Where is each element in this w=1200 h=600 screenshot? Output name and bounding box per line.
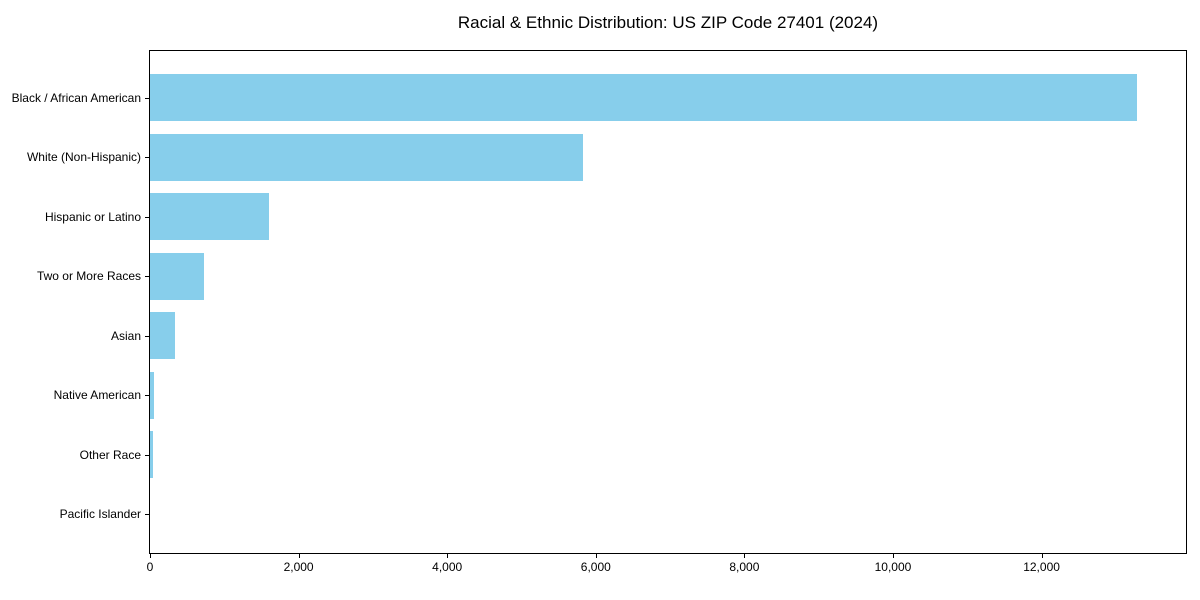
x-axis-tick-label: 4,000: [432, 560, 463, 574]
y-axis-label-two-or-more-races: Two or More Races: [36, 269, 141, 283]
x-axis-tick-label: 0: [146, 560, 154, 574]
x-axis-tick-label: 6,000: [580, 560, 611, 574]
bar-white-non-hispanic: [150, 133, 584, 181]
y-tick-mark: [145, 514, 149, 515]
y-axis-label-native-american: Native American: [53, 388, 141, 402]
bar-black-african-american: [150, 74, 1137, 121]
x-axis-tick-label: 12,000: [1023, 560, 1060, 574]
x-tick-mark: [1041, 554, 1043, 558]
x-tick-mark: [447, 554, 449, 558]
x-axis-tick-label: 2,000: [283, 560, 314, 574]
y-axis-label-white-non-hispanic: White (Non-Hispanic): [26, 150, 141, 164]
y-tick-mark: [145, 335, 149, 337]
y-tick-mark: [145, 216, 149, 218]
bar-hispanic-or-latino: [150, 193, 269, 240]
x-tick-mark: [744, 554, 746, 558]
y-tick-mark: [145, 276, 149, 277]
x-tick-mark: [298, 554, 300, 558]
chart-title: Racial & Ethnic Distribution: US ZIP Cod…: [457, 13, 879, 32]
y-axis-label-other-race: Other Race: [79, 447, 141, 462]
y-tick-mark: [145, 157, 149, 158]
x-axis-tick-label: 10,000: [874, 560, 912, 574]
bar-two-or-more-races: [150, 252, 205, 300]
y-tick-mark: [145, 395, 149, 396]
plot-area: [149, 50, 1187, 554]
y-tick-mark: [145, 97, 149, 99]
y-tick-mark: [145, 454, 149, 456]
bar-asian: [150, 312, 176, 359]
y-axis-label-black-african-american: Black / African American: [11, 90, 141, 105]
x-axis-tick-label: 8,000: [729, 560, 760, 574]
x-tick-mark: [150, 554, 151, 558]
y-axis-label-pacific-islander: Pacific Islander: [59, 507, 141, 521]
y-axis-label-hispanic-or-latino: Hispanic or Latino: [44, 209, 141, 224]
x-tick-mark: [892, 554, 894, 558]
bar-native-american: [150, 371, 155, 419]
y-axis-label-asian: Asian: [110, 328, 141, 343]
bar-other-race: [150, 431, 153, 478]
x-tick-mark: [595, 554, 597, 558]
